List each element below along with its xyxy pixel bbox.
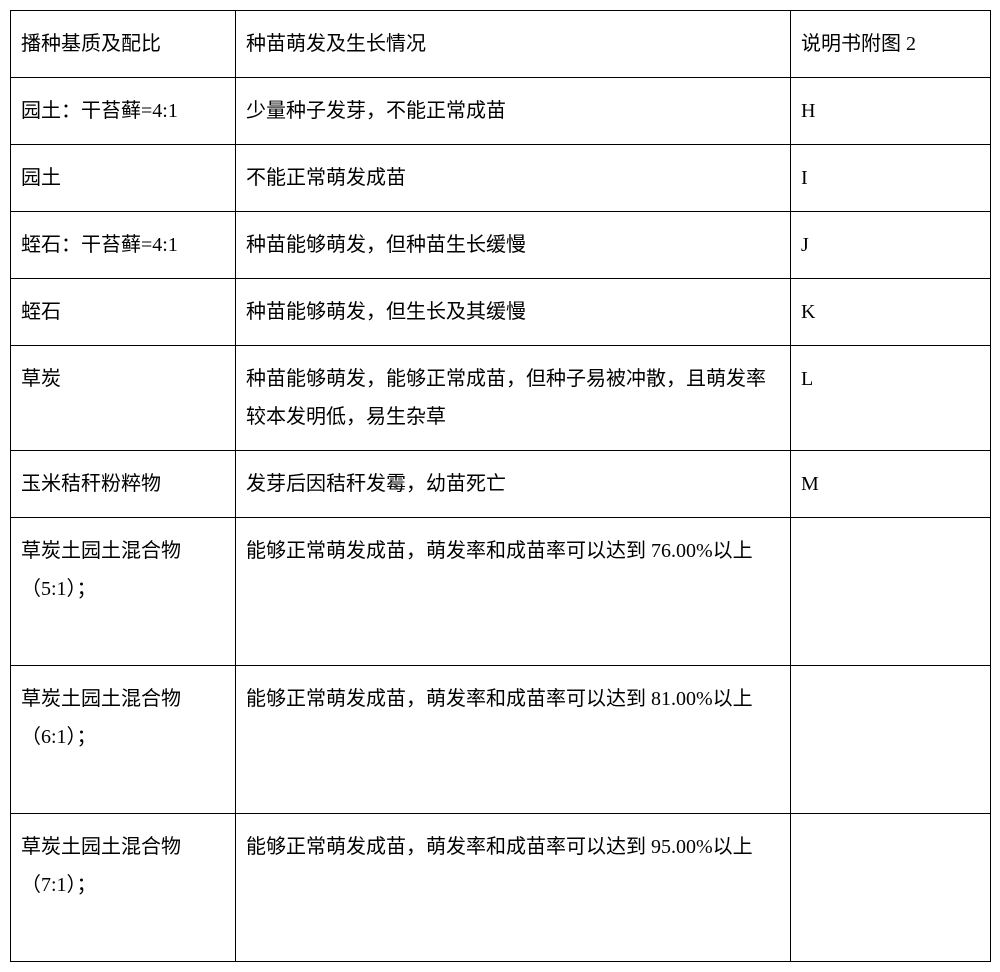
cell-figure: J xyxy=(791,212,991,279)
cell-growth: 能够正常萌发成苗，萌发率和成苗率可以达到 81.00%以上 xyxy=(236,666,791,814)
table-row: 蛭石 种苗能够萌发，但生长及其缓慢 K xyxy=(11,279,991,346)
table-row: 园土 不能正常萌发成苗 I xyxy=(11,145,991,212)
table-row: 草炭土园土混合物（6:1）； 能够正常萌发成苗，萌发率和成苗率可以达到 81.0… xyxy=(11,666,991,814)
cell-growth: 能够正常萌发成苗，萌发率和成苗率可以达到 76.00%以上 xyxy=(236,518,791,666)
table-row: 草炭 种苗能够萌发，能够正常成苗，但种子易被冲散，且萌发率较本发明低，易生杂草 … xyxy=(11,346,991,451)
table-row: 蛭石：干苔藓=4:1 种苗能够萌发，但种苗生长缓慢 J xyxy=(11,212,991,279)
substrate-table: 播种基质及配比 种苗萌发及生长情况 说明书附图 2 园土：干苔藓=4:1 少量种… xyxy=(10,10,991,962)
cell-substrate: 草炭土园土混合物（6:1）； xyxy=(11,666,236,814)
cell-growth: 种苗能够萌发，但种苗生长缓慢 xyxy=(236,212,791,279)
cell-figure: L xyxy=(791,346,991,451)
cell-substrate: 园土 xyxy=(11,145,236,212)
cell-substrate: 草炭土园土混合物（7:1）； xyxy=(11,814,236,962)
cell-growth: 种苗能够萌发，能够正常成苗，但种子易被冲散，且萌发率较本发明低，易生杂草 xyxy=(236,346,791,451)
cell-figure: M xyxy=(791,451,991,518)
cell-figure: K xyxy=(791,279,991,346)
cell-figure xyxy=(791,814,991,962)
cell-substrate: 园土：干苔藓=4:1 xyxy=(11,78,236,145)
cell-substrate: 草炭土园土混合物（5:1）； xyxy=(11,518,236,666)
cell-substrate: 草炭 xyxy=(11,346,236,451)
cell-growth: 种苗能够萌发，但生长及其缓慢 xyxy=(236,279,791,346)
table-header-row: 播种基质及配比 种苗萌发及生长情况 说明书附图 2 xyxy=(11,11,991,78)
table-row: 园土：干苔藓=4:1 少量种子发芽，不能正常成苗 H xyxy=(11,78,991,145)
table-body: 播种基质及配比 种苗萌发及生长情况 说明书附图 2 园土：干苔藓=4:1 少量种… xyxy=(11,11,991,962)
cell-substrate: 蛭石：干苔藓=4:1 xyxy=(11,212,236,279)
cell-growth: 能够正常萌发成苗，萌发率和成苗率可以达到 95.00%以上 xyxy=(236,814,791,962)
cell-figure xyxy=(791,518,991,666)
header-cell-substrate: 播种基质及配比 xyxy=(11,11,236,78)
table-row: 草炭土园土混合物（7:1）； 能够正常萌发成苗，萌发率和成苗率可以达到 95.0… xyxy=(11,814,991,962)
header-cell-figure: 说明书附图 2 xyxy=(791,11,991,78)
cell-substrate: 蛭石 xyxy=(11,279,236,346)
cell-figure: I xyxy=(791,145,991,212)
table-row: 草炭土园土混合物（5:1）； 能够正常萌发成苗，萌发率和成苗率可以达到 76.0… xyxy=(11,518,991,666)
cell-growth: 不能正常萌发成苗 xyxy=(236,145,791,212)
header-cell-growth: 种苗萌发及生长情况 xyxy=(236,11,791,78)
cell-substrate: 玉米秸秆粉粹物 xyxy=(11,451,236,518)
cell-growth: 少量种子发芽，不能正常成苗 xyxy=(236,78,791,145)
cell-figure xyxy=(791,666,991,814)
cell-growth: 发芽后因秸秆发霉，幼苗死亡 xyxy=(236,451,791,518)
table-row: 玉米秸秆粉粹物 发芽后因秸秆发霉，幼苗死亡 M xyxy=(11,451,991,518)
cell-figure: H xyxy=(791,78,991,145)
